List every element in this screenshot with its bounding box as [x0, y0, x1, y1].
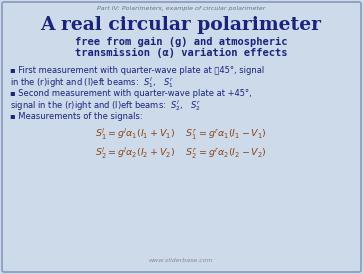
Text: www.sliderbase.com: www.sliderbase.com [149, 258, 213, 263]
Text: signal in the (r)ight and (l)eft beams:  $S_2^l$,   $S_2^r$: signal in the (r)ight and (l)eft beams: … [10, 98, 201, 113]
FancyBboxPatch shape [2, 2, 361, 272]
Text: free from gain (g) and atmospheric: free from gain (g) and atmospheric [75, 37, 287, 47]
Text: in the (r)ight and (l)eft beams:  $S_1^l$,   $S_1^r$: in the (r)ight and (l)eft beams: $S_1^l$… [10, 75, 174, 90]
Text: Part IV: Polarimeters, example of circular polarimeter: Part IV: Polarimeters, example of circul… [97, 6, 265, 11]
Text: ▪ First measurement with quarter-wave plate at ⁲45°, signal: ▪ First measurement with quarter-wave pl… [10, 66, 264, 75]
Text: $S_2^l = g^l\alpha_2(I_2 + V_2)$    $S_2^r = g^r\alpha_2(I_2 - V_2)$: $S_2^l = g^l\alpha_2(I_2 + V_2)$ $S_2^r … [95, 146, 267, 161]
Text: transmission (α) variation effects: transmission (α) variation effects [75, 48, 287, 58]
Text: $S_1^l = g^l\alpha_1(I_1 + V_1)$    $S_1^r = g^r\alpha_1(I_1 - V_1)$: $S_1^l = g^l\alpha_1(I_1 + V_1)$ $S_1^r … [95, 127, 267, 142]
Text: ▪ Second measurement with quarter-wave plate at +45°,: ▪ Second measurement with quarter-wave p… [10, 89, 252, 98]
Text: A real circular polarimeter: A real circular polarimeter [41, 16, 322, 34]
Text: ▪ Measurements of the signals:: ▪ Measurements of the signals: [10, 112, 143, 121]
